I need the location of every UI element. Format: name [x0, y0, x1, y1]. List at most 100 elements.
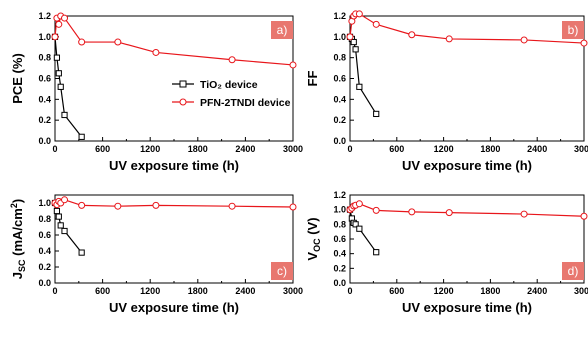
y-tick-label: 0.2	[333, 115, 346, 125]
plot-frame	[349, 15, 585, 142]
data-point-circle	[55, 20, 63, 28]
y-axis-label: FF	[305, 71, 320, 87]
panel-label-box	[562, 262, 584, 280]
x-tick-label: 2400	[527, 144, 547, 154]
y-tick-label: 1.2	[333, 11, 346, 21]
data-point-circle	[355, 10, 363, 18]
y-tick-label: 0.6	[333, 74, 346, 84]
x-tick-label: 2400	[235, 286, 255, 296]
data-point-square	[373, 110, 380, 118]
x-axis-label: UV exposure time (h)	[402, 300, 532, 315]
data-point-square	[78, 133, 85, 140]
data-point-circle	[520, 210, 528, 218]
x-tick-label: 3000	[283, 286, 303, 296]
chart-panel-c: 0 600 1200 1800 2400 3000 0.0 0.2 0.4 0.6 0.8 1.0 UV…	[9, 194, 303, 315]
data-point-circle	[78, 201, 86, 209]
x-tick-label: 1200	[434, 144, 454, 154]
x-tick-label: 1800	[480, 144, 500, 154]
data-point-circle	[152, 48, 160, 56]
data-point-square	[373, 249, 380, 256]
x-tick-label: 0	[347, 144, 352, 154]
y-tick-label: 0.0	[38, 136, 51, 146]
y-tick-label: 0.6	[38, 74, 51, 84]
y-tick-label: 0.0	[333, 136, 346, 146]
plot-frame	[54, 194, 294, 284]
data-point-square	[57, 83, 64, 90]
series-line	[54, 199, 294, 208]
data-point-circle	[408, 31, 416, 39]
data-point-circle	[152, 201, 160, 209]
y-tick-label: 0.6	[333, 234, 346, 244]
legend-entry-label: PFN-2TNDI device	[200, 97, 291, 109]
x-tick-label: 2400	[527, 286, 547, 296]
y-tick-label: 0.6	[38, 230, 51, 240]
panel-label-box	[562, 21, 584, 39]
chart-panel-d: 0 600 1200 1800 2400 3000 0.0 0.2 0.4 0.6 0.8 1.0 1.…	[305, 190, 588, 315]
y-tick-label: 0.8	[333, 219, 346, 229]
y-axis-label: VOC (V)	[305, 217, 322, 260]
y-tick-label: 1.0	[333, 205, 346, 215]
data-point-circle	[445, 35, 453, 43]
data-point-circle	[372, 20, 380, 28]
x-tick-label: 1800	[188, 286, 208, 296]
y-tick-label: 0.4	[38, 246, 51, 256]
legend-marker-circle	[179, 98, 187, 106]
y-tick-label: 0.8	[333, 53, 346, 63]
data-point-square	[352, 221, 359, 228]
data-point-circle	[289, 203, 297, 211]
data-point-square	[352, 46, 359, 53]
data-point-square	[350, 38, 357, 46]
y-tick-label: 1.0	[333, 32, 346, 42]
series-line	[54, 15, 294, 66]
data-point-circle	[346, 33, 354, 41]
data-point-circle	[61, 14, 69, 22]
y-tick-label: 0.2	[38, 262, 51, 272]
y-tick-label: 0.4	[333, 94, 346, 104]
data-point-circle	[228, 56, 236, 64]
data-point-square	[78, 249, 85, 256]
data-point-circle	[408, 208, 416, 216]
data-point-circle	[61, 196, 69, 204]
x-tick-label: 2400	[235, 144, 255, 154]
y-tick-label: 1.2	[333, 190, 346, 200]
chart-panel-b: 0 600 1200 1800 2400 3000 0.0 0.2 0.4 0.6 0.8 1.0 1.…	[305, 10, 588, 173]
x-axis-label: UV exposure time (h)	[109, 300, 239, 315]
legend-entry-label: TiO₂ device	[200, 79, 258, 91]
x-tick-label: 1200	[140, 286, 160, 296]
data-point-square	[356, 83, 363, 90]
x-tick-label: 600	[389, 286, 404, 296]
x-tick-label: 600	[95, 286, 110, 296]
y-tick-label: 1.0	[38, 32, 51, 42]
panel-label-box	[271, 262, 293, 280]
data-point-circle	[114, 38, 122, 46]
series-line	[54, 36, 83, 138]
panel-label: b)	[568, 23, 579, 37]
y-tick-label: 1.0	[38, 198, 51, 208]
y-tick-label: 0.2	[333, 263, 346, 273]
data-point-square	[356, 225, 363, 232]
data-point-circle	[580, 212, 588, 220]
y-axis-label: JSC (mA/cm2)	[9, 199, 27, 279]
panel-label: a)	[277, 23, 288, 37]
chart-panel-a: 0 600 1200 1800 2400 3000 0.0 0.2 0.4 0.6 0.8 1.0 1.…	[10, 11, 303, 173]
x-tick-label: 1800	[188, 144, 208, 154]
y-tick-label: 0.0	[38, 278, 51, 288]
data-point-square	[55, 70, 62, 77]
x-tick-label: 0	[52, 144, 57, 154]
x-tick-label: 3000	[283, 144, 303, 154]
x-axis-label: UV exposure time (h)	[109, 158, 239, 173]
data-point-circle	[51, 33, 59, 41]
x-tick-label: 3000	[574, 144, 588, 154]
data-point-circle	[78, 38, 86, 46]
y-tick-label: 1.2	[38, 11, 51, 21]
data-point-circle	[289, 61, 297, 69]
plot-frame	[349, 194, 585, 284]
x-axis-label: UV exposure time (h)	[402, 158, 532, 173]
data-point-square	[57, 222, 64, 229]
y-axis-label: PCE (%)	[10, 53, 25, 104]
data-point-circle	[355, 200, 363, 208]
series-line	[349, 13, 585, 44]
data-point-square	[61, 111, 68, 119]
data-point-square	[55, 213, 62, 220]
